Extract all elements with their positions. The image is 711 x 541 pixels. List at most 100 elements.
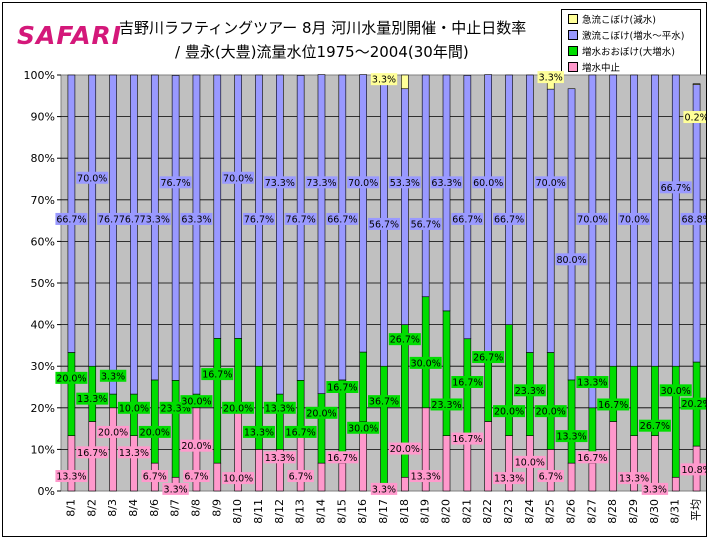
data-label: 63.3%	[431, 178, 461, 189]
bar-segment	[171, 380, 180, 478]
data-label-bg	[162, 482, 189, 495]
legend-swatch-yellow	[568, 14, 578, 24]
bar-segment	[671, 365, 680, 478]
data-label: 30.0%	[411, 358, 441, 369]
data-label-bg	[141, 470, 168, 483]
data-label-bg	[242, 212, 275, 225]
data-label-bg	[409, 470, 442, 483]
bar-segment	[317, 462, 326, 492]
data-label: 16.7%	[577, 453, 607, 464]
data-label: 16.7%	[452, 434, 482, 445]
data-label: 13.3%	[265, 403, 295, 414]
legend-label: 激流こぼけ(増水～平水)	[582, 31, 685, 42]
x-tick-label: 8/17	[377, 499, 390, 524]
bar-segment	[609, 365, 618, 422]
data-label-bg	[409, 217, 442, 230]
data-label-bg	[409, 356, 442, 369]
data-label-bg	[576, 451, 609, 464]
bar-segment	[567, 88, 576, 381]
data-label-bg	[97, 425, 130, 438]
x-tick-label: 8/14	[314, 499, 327, 524]
bar-segment	[421, 296, 430, 409]
data-label: 16.7%	[452, 378, 482, 389]
data-label-bg	[513, 384, 546, 397]
x-tick-label: 8/6	[148, 499, 161, 517]
y-tick-label: 100%	[24, 69, 55, 82]
data-label: 16.7%	[327, 453, 357, 464]
data-label: 6.7%	[143, 472, 167, 483]
safari-logo: SAFARI	[17, 21, 123, 50]
data-label-bg	[55, 212, 88, 225]
data-label: 16.7%	[202, 370, 232, 381]
data-label-bg	[222, 171, 255, 184]
bar-segment	[484, 421, 492, 492]
bar-segment	[442, 310, 451, 436]
data-label-bg	[287, 470, 314, 483]
data-label-bg	[55, 470, 88, 483]
bar-segment	[67, 435, 76, 492]
data-label: 20.0%	[306, 408, 336, 419]
bar-segment	[651, 74, 659, 367]
x-tick-label: 8/15	[335, 499, 348, 524]
data-label: 16.7%	[77, 448, 107, 459]
y-tick-label: 50%	[31, 277, 55, 290]
data-label: 30.0%	[348, 423, 378, 434]
data-label-bg	[117, 446, 150, 459]
bar-segment	[130, 74, 138, 395]
data-label-bg	[117, 401, 150, 414]
bar-segment	[171, 75, 180, 381]
x-tick-label: 8/31	[669, 499, 682, 524]
data-label: 20.0%	[390, 444, 420, 455]
x-tick-label: 8/23	[502, 499, 515, 524]
x-tick-label: 8/1	[64, 499, 77, 517]
data-label: 3.3%	[643, 484, 667, 495]
x-tick-label: 8/29	[627, 499, 640, 524]
bar-segment	[609, 421, 618, 492]
data-label: 6.7%	[289, 472, 313, 483]
bar-segment	[276, 74, 284, 395]
data-label-bg	[430, 176, 463, 189]
data-label-bg	[659, 181, 692, 194]
x-tick-label: 8/4	[127, 499, 140, 517]
data-label-bg	[680, 397, 706, 410]
data-label: 20.0%	[223, 403, 253, 414]
data-label: 20.0%	[536, 407, 566, 418]
y-tick-label: 40%	[31, 319, 55, 332]
data-label-bg	[493, 212, 526, 225]
x-tick-label: 8/13	[294, 499, 307, 524]
bar-segment	[505, 74, 513, 325]
data-label-bg	[55, 371, 88, 384]
data-label-bg	[472, 176, 505, 189]
data-label-bg	[138, 425, 171, 438]
data-label: 70.0%	[577, 214, 607, 225]
data-label: 23.3%	[161, 403, 191, 414]
data-label: 53.3%	[390, 178, 420, 189]
data-label: 56.7%	[411, 219, 441, 230]
bar-segment	[526, 74, 534, 353]
data-label: 10.0%	[515, 457, 545, 468]
y-tick-label: 10%	[31, 443, 55, 456]
bar-segment	[213, 338, 222, 464]
chart-title-line1: 吉野川ラフティングツアー 8月 河川水量別開催・中止日数率	[119, 19, 527, 37]
data-label-bg	[493, 405, 526, 418]
data-label-bg	[326, 212, 359, 225]
data-label: 23.3%	[431, 400, 461, 411]
data-label-bg	[370, 482, 398, 495]
data-label-bg	[305, 406, 338, 419]
data-label: 20.2%	[681, 399, 707, 410]
data-label: 10.0%	[223, 474, 253, 485]
data-label-bg	[388, 442, 421, 455]
bar-segment	[234, 74, 242, 339]
y-tick-label: 30%	[31, 360, 55, 373]
data-label-bg	[76, 392, 109, 405]
data-label-bg	[76, 171, 109, 184]
bar-segment	[588, 74, 597, 409]
data-label: 73.3%	[140, 214, 170, 225]
data-label: 13.3%	[577, 378, 607, 389]
bar-segment	[130, 435, 138, 492]
bar-segment	[192, 74, 201, 395]
data-label: 26.7%	[473, 353, 503, 364]
data-label-bg	[284, 425, 317, 438]
data-label: 68.8%	[681, 214, 707, 225]
x-tick-label: 8/18	[398, 499, 411, 524]
